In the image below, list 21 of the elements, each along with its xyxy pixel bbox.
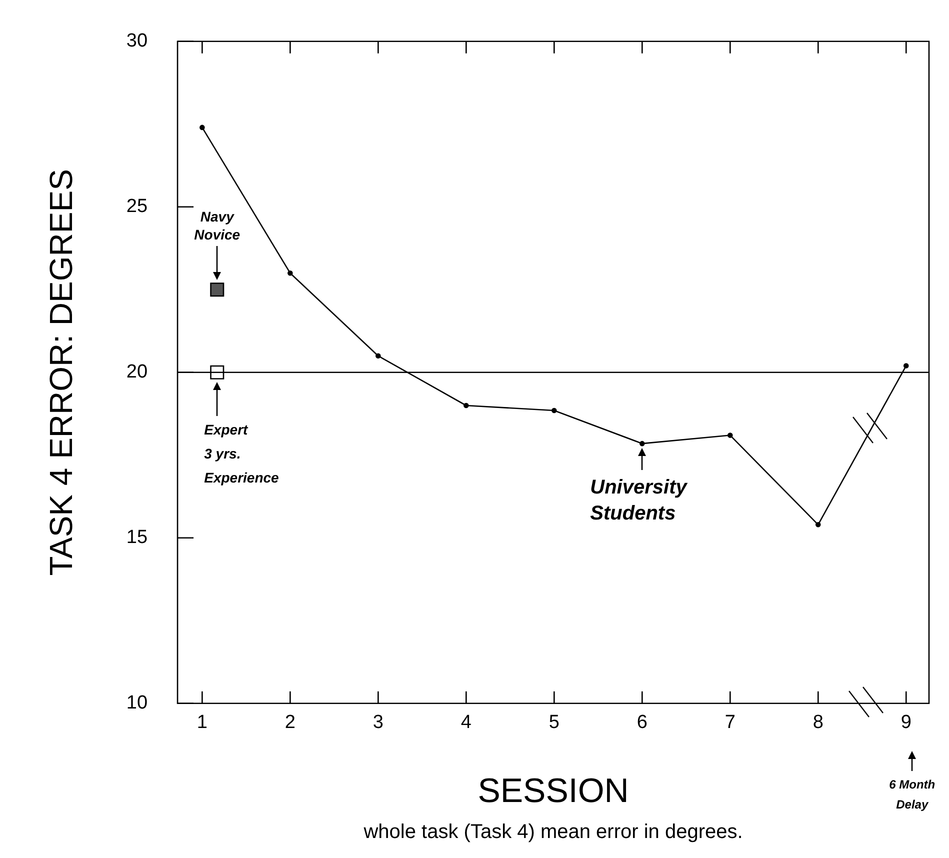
y-tick-label: 25 — [126, 196, 148, 218]
x-tick-label: 1 — [196, 712, 208, 734]
x-axis-title: SESSION — [478, 772, 629, 810]
x-tick-label: 3 — [372, 712, 384, 734]
x-tick-label: 2 — [284, 712, 296, 734]
legend-label: Expert 3 yrs. Experience — [204, 421, 280, 486]
y-tick-label: 30 — [126, 30, 148, 52]
y-tick-label: 20 — [126, 362, 148, 383]
x-tick-label: 4 — [460, 712, 472, 734]
y-axis-title: TASK 4 ERROR: DEGREES — [43, 169, 80, 576]
x-tick-label: 5 — [548, 712, 560, 734]
x-tick-label: 9 — [900, 712, 912, 734]
x-tick-label: 8 — [812, 712, 824, 734]
y-tick-label: 10 — [126, 692, 148, 714]
x-tick-label: 7 — [724, 712, 736, 734]
x-tick-label: 6 — [636, 712, 648, 734]
annotation: University Students — [590, 476, 688, 525]
legend-label: Navy Novice — [194, 208, 240, 243]
text: whole task (Task 4) mean error in degrees. — [362, 821, 743, 843]
text: 6 Month Delay — [889, 777, 936, 812]
y-tick-label: 15 — [126, 527, 148, 548]
